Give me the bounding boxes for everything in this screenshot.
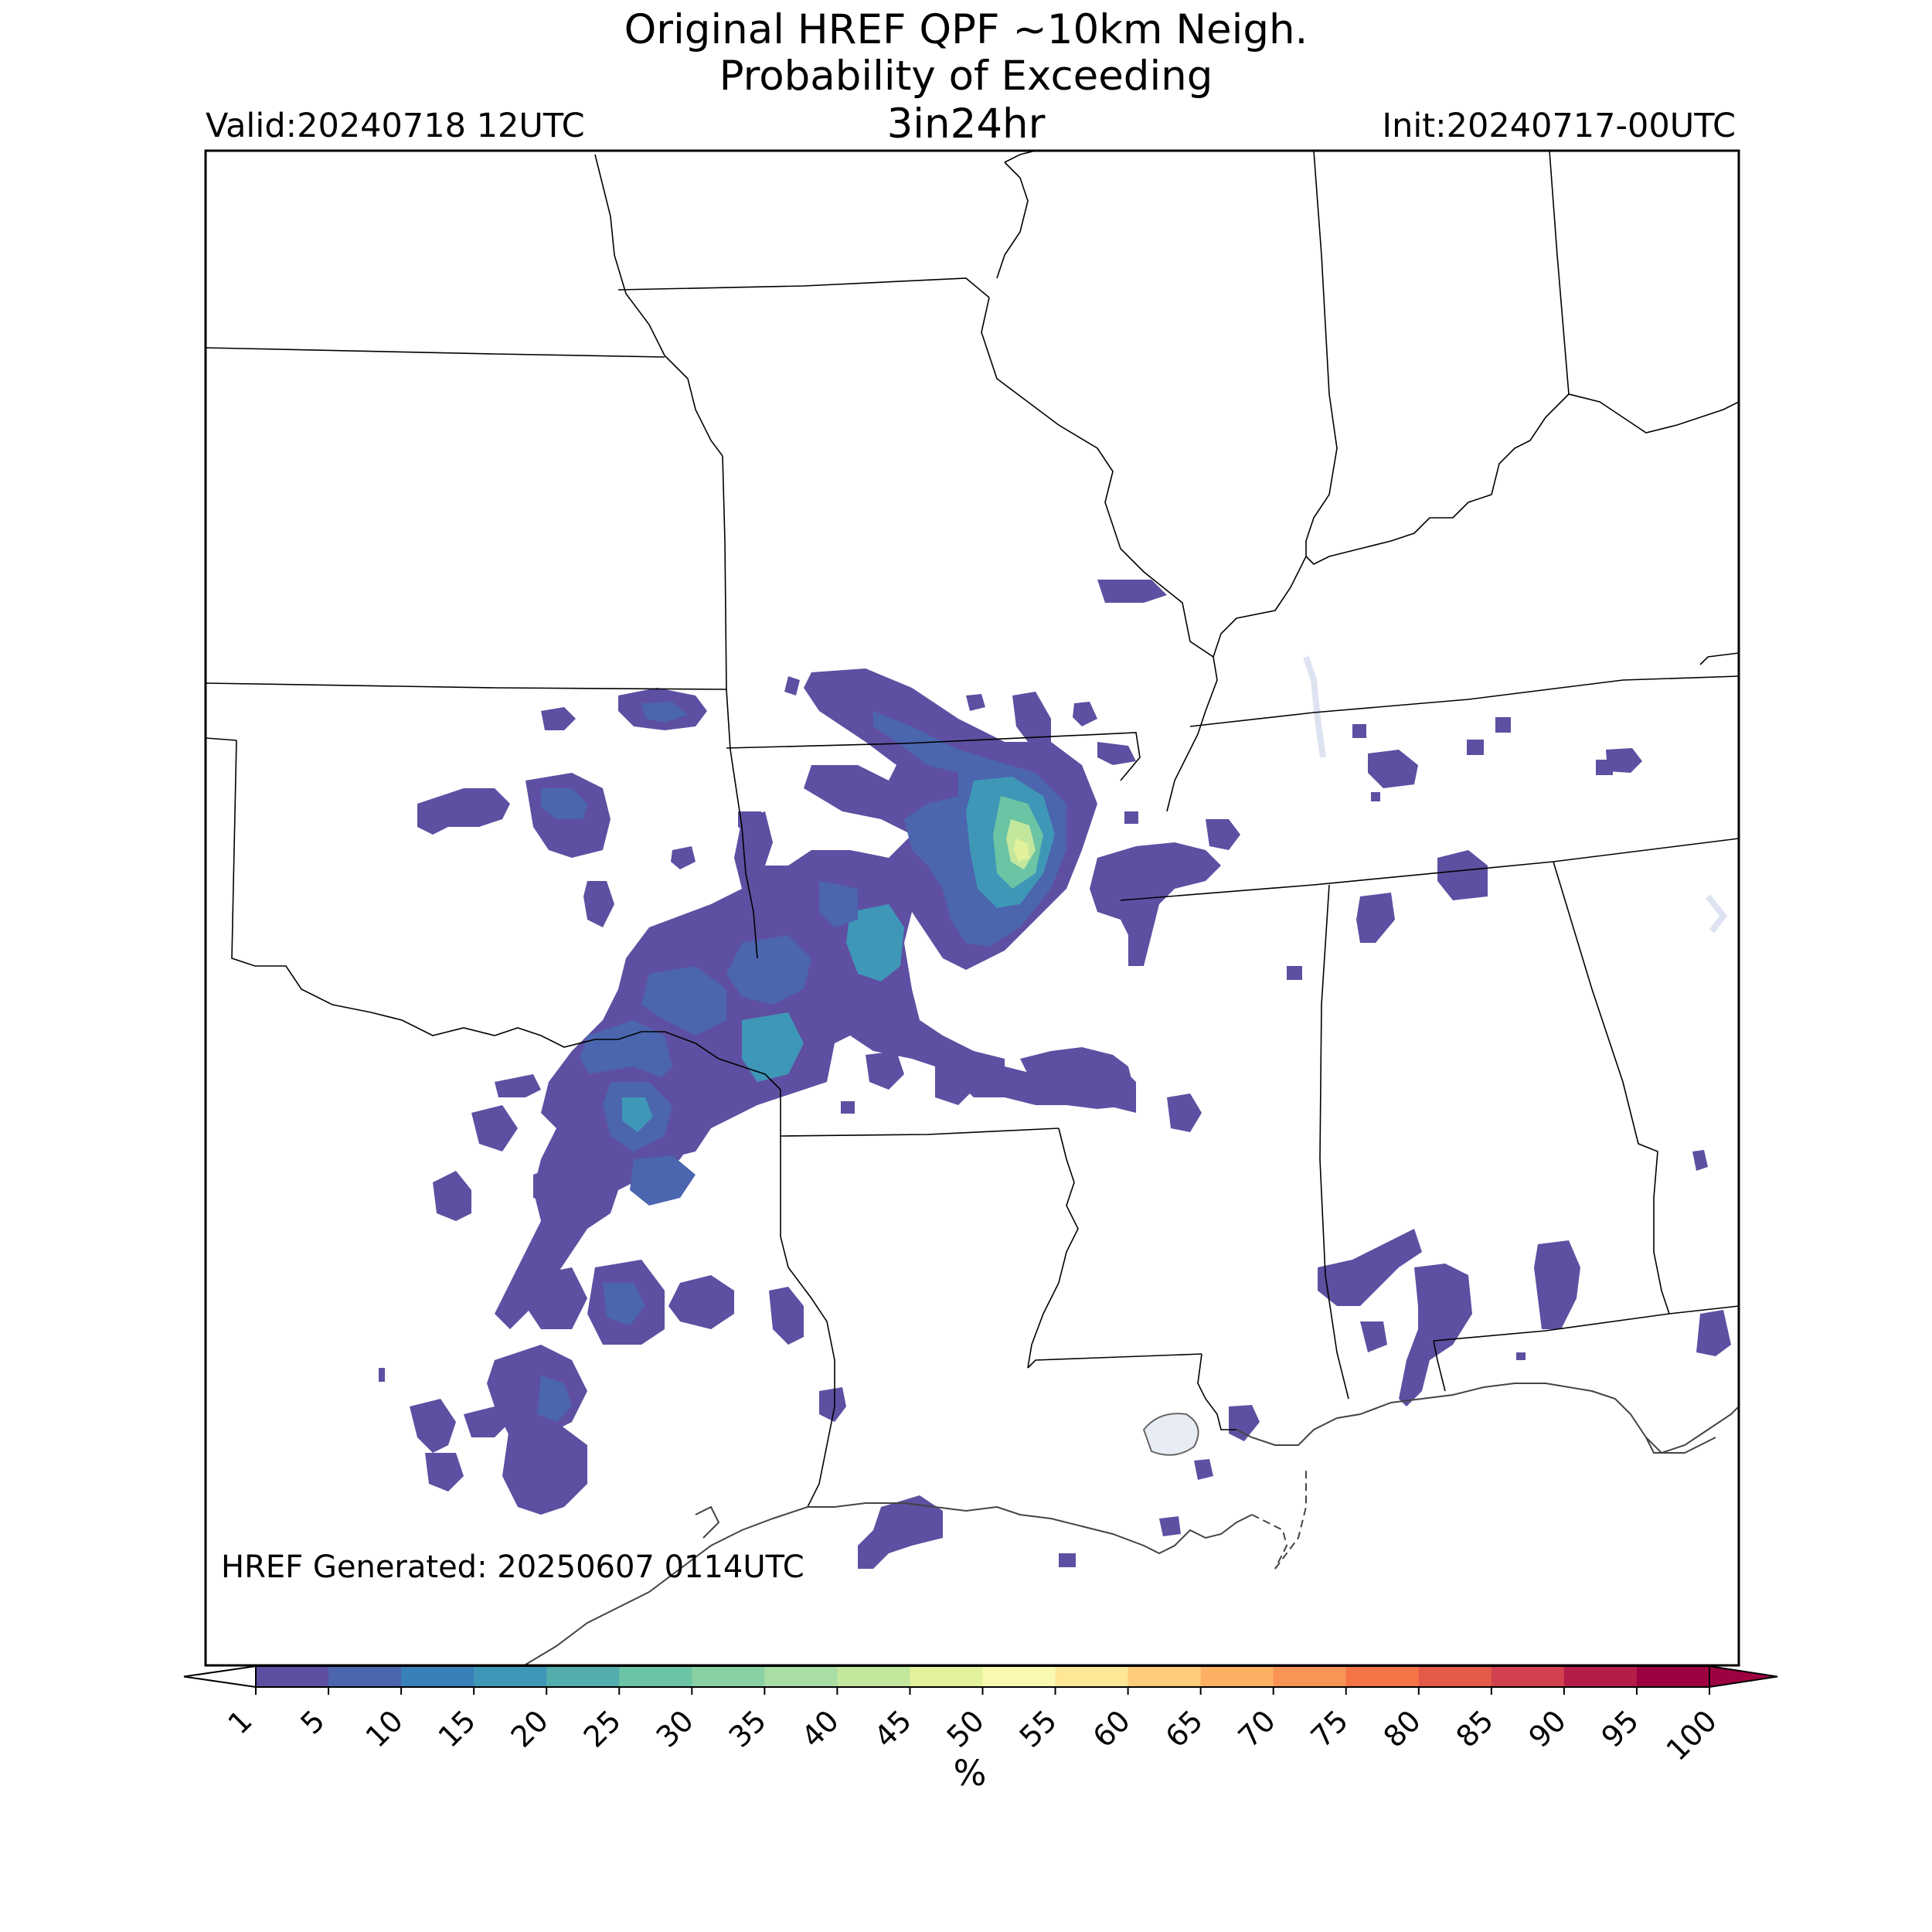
colorbar-swatch: [256, 1666, 329, 1687]
colorbar-swatch: [764, 1666, 838, 1687]
colorbar-swatch: [474, 1666, 547, 1687]
colorbar-unit-label: %: [953, 1753, 987, 1794]
colorbar-swatch: [546, 1666, 620, 1687]
colorbar-swatch: [1128, 1666, 1202, 1687]
colorbar-swatch: [1200, 1666, 1274, 1687]
map-title-line-3: 3in24hr: [886, 100, 1046, 148]
precip-area-central-45: [1014, 838, 1029, 862]
colorbar-swatch: [1491, 1666, 1565, 1687]
colorbar-extend-low: [183, 1665, 257, 1689]
colorbar-swatch: [1055, 1666, 1129, 1687]
colorbar-swatch: [1636, 1666, 1710, 1687]
probability-shading: [379, 580, 1731, 1569]
state-borders: [206, 151, 1739, 1508]
colorbar-swatch: [1563, 1666, 1638, 1687]
colorbar-swatch: [1418, 1666, 1492, 1687]
colorbar-swatch: [692, 1666, 765, 1687]
gulf-coastline: [522, 1383, 1739, 1665]
map-title-line-2: Probability of Exceeding: [719, 53, 1213, 100]
colorbar-swatch: [982, 1666, 1056, 1687]
colorbar-swatch: [401, 1666, 474, 1687]
colorbar-swatch: [328, 1666, 402, 1687]
colorbar-swatch: [1273, 1666, 1347, 1687]
colorbar-swatch: [837, 1666, 910, 1687]
map-title-line-1: Original HREF QPF ~10km Neigh.: [624, 6, 1308, 53]
water-bodies: [1142, 655, 1728, 1456]
colorbar-swatch: [910, 1666, 983, 1687]
valid-time-label: Valid:20240718 12UTC: [206, 107, 585, 145]
init-time-label: Init:20240717-00UTC: [1382, 107, 1736, 145]
colorbar-extend-high: [1709, 1665, 1778, 1689]
colorbar-swatch: [1345, 1666, 1420, 1687]
colorbar-swatch: [619, 1666, 692, 1687]
generated-time-label: HREF Generated: 20250607 0114UTC: [221, 1549, 804, 1585]
